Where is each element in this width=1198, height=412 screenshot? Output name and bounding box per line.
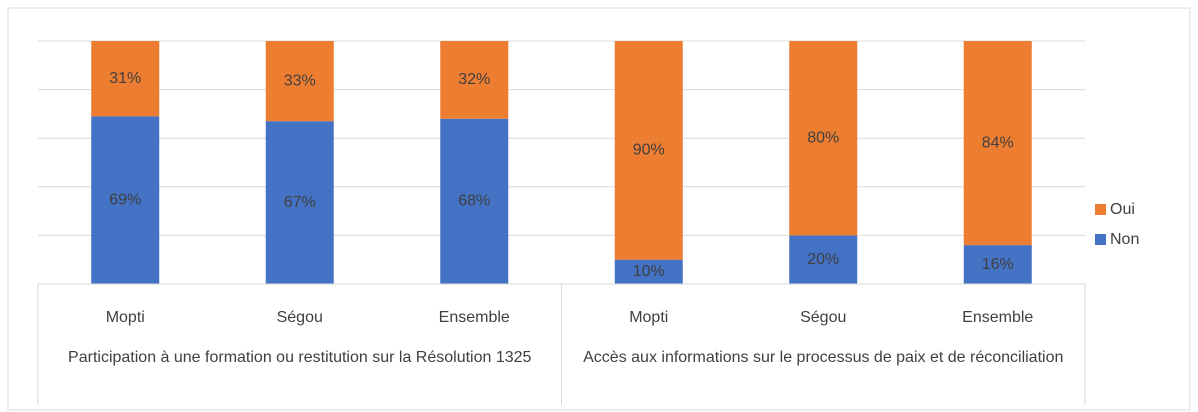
data-label: 68% — [458, 193, 490, 210]
legend-swatch — [1095, 234, 1106, 245]
x-tick-label: Ségou — [800, 309, 846, 326]
legend-label: Non — [1110, 231, 1139, 248]
data-label: 33% — [284, 72, 316, 89]
data-label: 69% — [109, 191, 141, 208]
data-label: 31% — [109, 70, 141, 87]
data-label: 16% — [982, 256, 1014, 273]
data-label: 90% — [633, 142, 665, 159]
group-label: Accès aux informations sur le processus … — [583, 349, 1064, 366]
legend-swatch — [1095, 204, 1106, 215]
bar-segment — [91, 41, 160, 117]
data-label: 84% — [982, 134, 1014, 151]
bar-segment — [789, 41, 858, 236]
bar-segment — [440, 118, 509, 284]
bar-segment — [614, 259, 683, 284]
bar-segment — [265, 121, 334, 284]
chart-border — [7, 7, 1191, 411]
data-label: 32% — [458, 71, 490, 88]
bar-segment — [614, 41, 683, 260]
x-tick-label: Mopti — [106, 309, 145, 326]
data-label: 20% — [807, 251, 839, 268]
bar-segment — [440, 41, 509, 119]
data-label: 10% — [633, 263, 665, 280]
bar-segment — [265, 41, 334, 122]
bar-segment — [963, 245, 1032, 284]
bar-segment — [789, 235, 858, 284]
legend-label: Oui — [1110, 201, 1135, 218]
bar-segment — [91, 116, 160, 284]
x-tick-label: Ensemble — [439, 309, 510, 326]
data-label: 80% — [807, 129, 839, 146]
group-label: Participation à une formation ou restitu… — [68, 349, 532, 366]
data-label: 67% — [284, 194, 316, 211]
bar-segment — [963, 41, 1032, 246]
x-tick-label: Ségou — [277, 309, 323, 326]
x-tick-label: Ensemble — [962, 309, 1033, 326]
x-tick-label: Mopti — [629, 309, 668, 326]
